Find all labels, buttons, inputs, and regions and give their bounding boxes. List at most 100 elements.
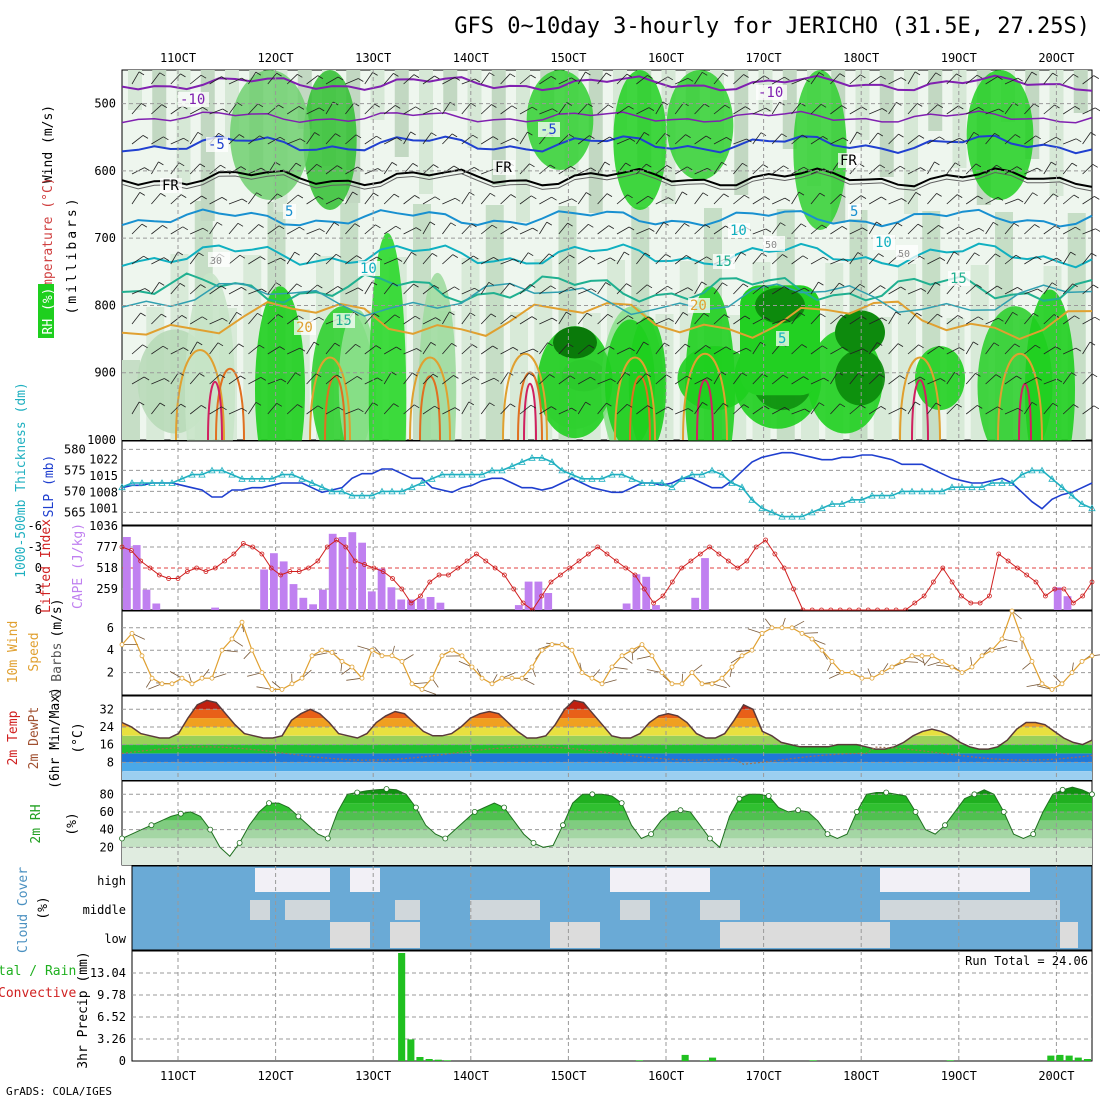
cape-bar xyxy=(652,605,660,610)
wind-barb-flag xyxy=(238,134,245,138)
temperature-band xyxy=(122,771,1092,780)
wind-barb-flag xyxy=(785,318,791,323)
wind-barb-flag xyxy=(568,343,574,348)
wind-barb xyxy=(1062,106,1076,115)
wind-barb-flag xyxy=(141,223,148,228)
wind-barb-flag xyxy=(1015,254,1022,259)
wind-speed-point xyxy=(449,647,455,653)
wind-barb-flag xyxy=(914,71,921,76)
wind-barb-flag xyxy=(609,257,616,262)
wind-barb xyxy=(946,137,960,145)
contour-label-bg xyxy=(294,320,316,335)
temperature-band xyxy=(122,735,1092,745)
wind-barb-flag xyxy=(1051,282,1058,287)
lifted-tick-label: -6 xyxy=(28,519,42,533)
lifted-index-point xyxy=(362,562,367,567)
wind-speed-point xyxy=(739,653,745,659)
wind-speed-point xyxy=(569,647,575,653)
lifted-index-point xyxy=(940,565,946,571)
thickness-point xyxy=(1058,483,1066,491)
wind-barb-flag xyxy=(220,285,227,290)
cloud-mid-clear xyxy=(285,900,330,920)
wind-speed-point xyxy=(1009,608,1015,614)
wind-barb xyxy=(1024,71,1033,85)
wind-barb xyxy=(403,348,417,355)
wind-barb xyxy=(597,282,606,295)
wind-barb xyxy=(558,311,567,325)
wind-barb xyxy=(403,106,416,115)
rh-shade xyxy=(152,70,167,147)
wind-barb xyxy=(1004,102,1014,115)
wind-barb-flag xyxy=(588,344,595,349)
wind-barb xyxy=(519,195,532,205)
wind-barb xyxy=(791,223,802,235)
wind-speed-point xyxy=(649,653,655,659)
contour-label: -5 xyxy=(208,137,225,153)
wind-barb xyxy=(1082,164,1093,175)
wind-barb-flag xyxy=(527,252,534,257)
wind-barb xyxy=(733,106,746,115)
wind-barb-flag xyxy=(565,311,572,316)
wind-barb-flag xyxy=(546,221,553,226)
wind-barb-flag xyxy=(914,401,921,406)
wind-barb xyxy=(228,77,242,85)
contour-label-bg xyxy=(333,313,355,328)
wind-barb-flag xyxy=(142,135,149,139)
wind-barb-flag xyxy=(532,348,539,353)
wind-barb xyxy=(946,73,957,85)
wind-barb-flag xyxy=(1037,288,1043,293)
wind-speed-point xyxy=(979,653,985,659)
wind-barb xyxy=(286,315,299,325)
wind-speed-point xyxy=(269,687,275,692)
wind-barb xyxy=(248,344,260,355)
wind-barb-flag xyxy=(900,286,906,291)
wind-barb xyxy=(383,193,395,205)
wind-barb-flag xyxy=(1053,193,1059,198)
wind-barb-flag xyxy=(687,408,694,412)
wind-barb xyxy=(325,254,337,265)
rh-point xyxy=(765,793,772,799)
wind-barb-flag xyxy=(163,136,169,141)
wind-barb-flag xyxy=(298,106,305,110)
temp-tick-label: 8 xyxy=(107,755,114,769)
lifted-index-point xyxy=(735,565,740,571)
wind-barb xyxy=(946,194,958,205)
wind-barb xyxy=(985,133,995,145)
wind-barb xyxy=(325,374,337,385)
wind-barb xyxy=(1062,315,1075,325)
wind-barb-flag xyxy=(163,257,170,261)
wind-barb-flag xyxy=(1017,198,1024,203)
contour-label: 15 xyxy=(335,313,352,329)
wind-speed-point xyxy=(769,625,775,631)
wind-barb-flag xyxy=(920,167,926,171)
wind-barb xyxy=(578,288,592,295)
wind-barb-flag xyxy=(993,342,1000,347)
wind-speed-point xyxy=(359,675,365,681)
thickness-point xyxy=(738,483,746,491)
wind-barb-flag xyxy=(702,192,709,197)
wind-barb xyxy=(306,75,319,85)
wind-speed-point xyxy=(949,664,955,670)
wind-barb xyxy=(791,376,804,385)
wind-barb xyxy=(189,163,201,175)
wind-speed-point xyxy=(219,647,225,653)
wind-barb-flag xyxy=(395,225,402,230)
wind-barb-flag xyxy=(587,103,593,107)
lifted-index-point xyxy=(240,541,246,546)
temperature-contour xyxy=(121,110,1093,124)
wind-barb xyxy=(616,315,629,325)
wind-barb-flag xyxy=(1094,107,1100,112)
wind-barb-flag xyxy=(1093,75,1100,79)
wind-barb xyxy=(694,281,702,295)
wind-barb xyxy=(694,135,707,145)
wind-barb-flag xyxy=(432,373,439,378)
lifted-index-point xyxy=(175,576,181,581)
wind-speed-point xyxy=(559,642,565,647)
rh-point xyxy=(148,822,155,829)
wind-barb-flag xyxy=(995,374,1002,378)
wind-barb-flag xyxy=(876,342,883,346)
wind-barb xyxy=(286,251,295,265)
wind-barb-flag xyxy=(221,76,227,80)
lifted-index-point xyxy=(371,565,377,571)
cloud-label: Cloud Cover xyxy=(16,867,31,953)
